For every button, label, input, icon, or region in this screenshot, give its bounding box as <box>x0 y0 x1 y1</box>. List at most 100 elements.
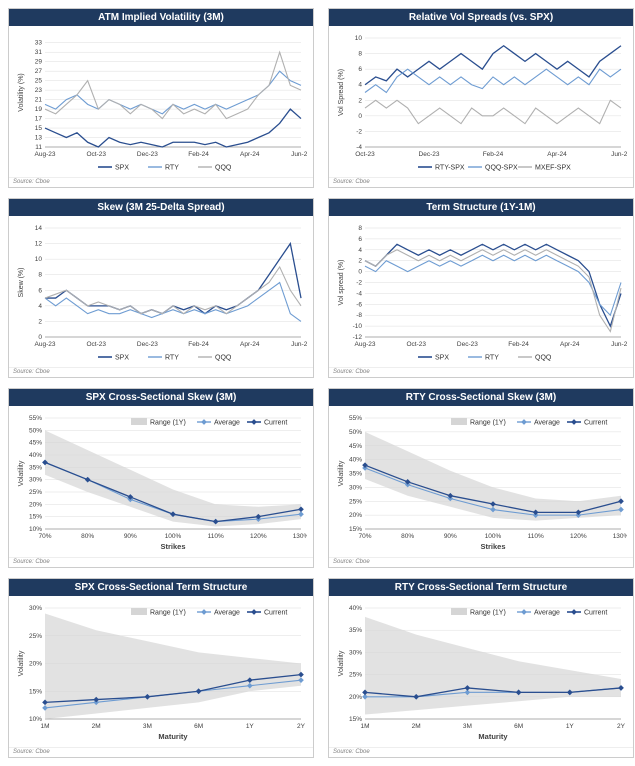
svg-text:130%: 130% <box>613 533 627 540</box>
svg-text:Range (1Y): Range (1Y) <box>470 610 506 617</box>
svg-text:Feb-24: Feb-24 <box>188 341 209 348</box>
svg-text:1M: 1M <box>360 723 369 730</box>
chart-svg: -4-20246810Oct-23Dec-23Feb-24Apr-24Jun-2… <box>335 30 627 175</box>
svg-text:Range (1Y): Range (1Y) <box>150 610 186 617</box>
svg-text:Strikes: Strikes <box>480 542 505 551</box>
chart-panel-skew: Skew (3M 25-Delta Spread)02468101214Aug-… <box>8 198 314 378</box>
series-line <box>365 46 621 85</box>
chart-body: 15%20%25%30%35%40%1M2M3M6M1Y2YVolatility… <box>329 596 633 747</box>
chart-body: 111315171921232527293133Aug-23Oct-23Dec-… <box>9 26 313 177</box>
svg-text:30%: 30% <box>29 477 42 484</box>
svg-text:120%: 120% <box>570 533 587 540</box>
svg-text:90%: 90% <box>124 533 137 540</box>
chart-body: -12-10-8-6-4-202468Aug-23Oct-23Dec-23Feb… <box>329 216 633 367</box>
series-line <box>365 250 621 332</box>
source-label: Source: Cboe <box>329 557 633 567</box>
legend: Range (1Y)AverageCurrent <box>451 608 607 617</box>
svg-text:35%: 35% <box>349 627 362 634</box>
svg-text:Skew (%): Skew (%) <box>18 268 25 298</box>
chart-panel-rty_skew_cs: RTY Cross-Sectional Skew (3M)15%20%25%30… <box>328 388 634 568</box>
svg-text:15%: 15% <box>349 716 362 723</box>
svg-text:2: 2 <box>358 258 362 265</box>
svg-text:25%: 25% <box>29 489 42 496</box>
svg-text:Volatility (%): Volatility (%) <box>18 73 25 112</box>
svg-text:Feb-24: Feb-24 <box>508 341 529 348</box>
svg-text:40%: 40% <box>349 605 362 612</box>
source-label: Source: Cboe <box>329 367 633 377</box>
chart-svg: -12-10-8-6-4-202468Aug-23Oct-23Dec-23Feb… <box>335 220 627 365</box>
svg-text:Range (1Y): Range (1Y) <box>150 420 186 427</box>
svg-text:8: 8 <box>358 225 362 232</box>
series-line <box>45 71 301 114</box>
svg-text:Dec-23: Dec-23 <box>419 151 440 158</box>
svg-text:130%: 130% <box>293 533 307 540</box>
svg-text:6: 6 <box>358 66 362 73</box>
source-label: Source: Cboe <box>9 367 313 377</box>
svg-text:Oct-23: Oct-23 <box>86 341 106 348</box>
panel-title: SPX Cross-Sectional Skew (3M) <box>9 389 313 406</box>
svg-text:Jun-24: Jun-24 <box>291 151 307 158</box>
chart-panel-term: Term Structure (1Y-1M)-12-10-8-6-4-20246… <box>328 198 634 378</box>
svg-text:Current: Current <box>584 420 607 427</box>
svg-text:Range (1Y): Range (1Y) <box>470 420 506 427</box>
svg-text:33: 33 <box>35 40 43 47</box>
svg-text:Jun-24: Jun-24 <box>291 341 307 348</box>
svg-text:SPX: SPX <box>435 355 449 362</box>
svg-text:Aug-23: Aug-23 <box>355 341 376 348</box>
svg-text:70%: 70% <box>38 533 51 540</box>
chart-panel-spx_term_cs: SPX Cross-Sectional Term Structure10%15%… <box>8 578 314 758</box>
svg-text:2: 2 <box>358 97 362 104</box>
svg-text:Volatility: Volatility <box>18 460 25 486</box>
legend: SPXRTYQQQ <box>98 355 232 362</box>
svg-text:Apr-24: Apr-24 <box>240 341 260 348</box>
svg-text:45%: 45% <box>29 440 42 447</box>
source-label: Source: Cboe <box>9 747 313 757</box>
svg-text:120%: 120% <box>250 533 267 540</box>
panel-title: SPX Cross-Sectional Term Structure <box>9 579 313 596</box>
svg-text:10: 10 <box>355 35 363 42</box>
svg-text:21: 21 <box>35 97 43 104</box>
svg-text:10%: 10% <box>29 716 42 723</box>
svg-text:2: 2 <box>38 318 42 325</box>
chart-svg: 111315171921232527293133Aug-23Oct-23Dec-… <box>15 30 307 175</box>
svg-text:8: 8 <box>38 272 42 279</box>
svg-text:-12: -12 <box>353 334 363 341</box>
svg-text:4: 4 <box>358 247 362 254</box>
svg-text:-4: -4 <box>356 290 362 297</box>
svg-text:25%: 25% <box>349 672 362 679</box>
svg-text:80%: 80% <box>401 533 414 540</box>
svg-text:31: 31 <box>35 49 43 56</box>
svg-text:90%: 90% <box>444 533 457 540</box>
svg-text:23: 23 <box>35 87 43 94</box>
svg-text:19: 19 <box>35 106 43 113</box>
svg-text:Maturity: Maturity <box>478 732 508 741</box>
svg-text:12: 12 <box>35 241 43 248</box>
svg-text:RTY-SPX: RTY-SPX <box>435 165 465 172</box>
svg-text:20%: 20% <box>29 661 42 668</box>
svg-text:100%: 100% <box>485 533 502 540</box>
svg-text:17: 17 <box>35 116 43 123</box>
source-label: Source: Cboe <box>329 177 633 187</box>
svg-text:25%: 25% <box>349 498 362 505</box>
svg-text:2Y: 2Y <box>617 723 626 730</box>
svg-text:Aug-23: Aug-23 <box>35 341 56 348</box>
panel-title: ATM Implied Volatility (3M) <box>9 9 313 26</box>
svg-text:Current: Current <box>264 420 287 427</box>
chart-grid: ATM Implied Volatility (3M)1113151719212… <box>8 8 627 758</box>
svg-text:Average: Average <box>534 420 560 427</box>
chart-body: 15%20%25%30%35%40%45%50%55%70%80%90%100%… <box>329 406 633 557</box>
svg-text:6: 6 <box>358 236 362 243</box>
svg-text:QQQ: QQQ <box>215 355 232 362</box>
svg-text:15%: 15% <box>29 514 42 521</box>
svg-text:Feb-24: Feb-24 <box>483 151 504 158</box>
svg-text:110%: 110% <box>208 533 224 540</box>
svg-text:3M: 3M <box>143 723 152 730</box>
svg-text:-2: -2 <box>356 128 362 135</box>
svg-text:6: 6 <box>38 287 42 294</box>
svg-text:Average: Average <box>534 610 560 617</box>
svg-text:Dec-23: Dec-23 <box>457 341 478 348</box>
series-line <box>365 100 621 123</box>
chart-panel-rel_spreads: Relative Vol Spreads (vs. SPX)-4-2024681… <box>328 8 634 188</box>
svg-text:SPX: SPX <box>115 355 129 362</box>
svg-text:0: 0 <box>38 334 42 341</box>
